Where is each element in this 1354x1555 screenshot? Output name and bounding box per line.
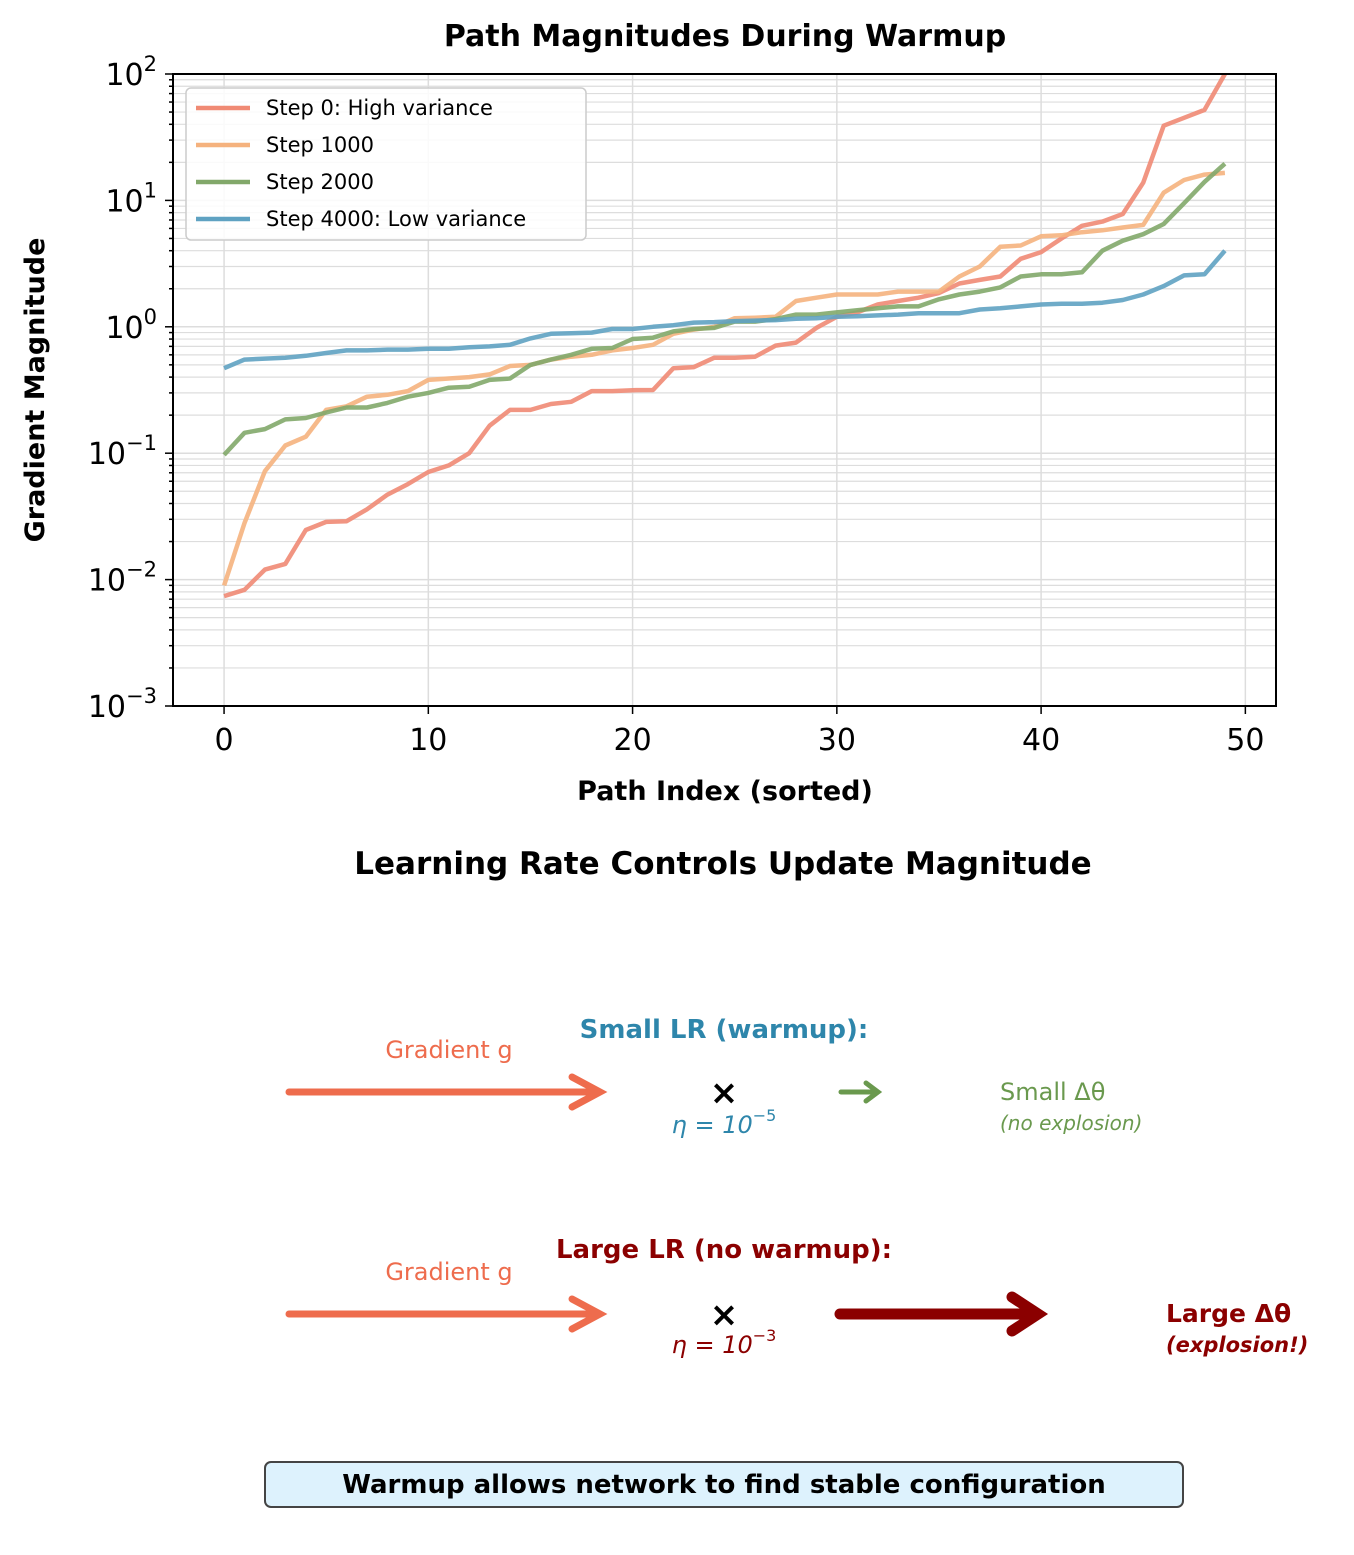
eta-small-exp: −5	[753, 1106, 777, 1125]
legend-label: Step 1000	[266, 133, 374, 157]
series-lines	[221, 74, 1227, 599]
y-tick-base: 10	[105, 311, 143, 346]
large-lr-heading: Large LR (no warmup):	[556, 1235, 892, 1265]
chart-title: Path Magnitudes During Warmup	[444, 19, 1006, 54]
legend-label: Step 4000: Low variance	[266, 207, 526, 231]
x-tick-label: 40	[1022, 723, 1060, 758]
y-tick-exponent: 2	[144, 52, 157, 76]
y-tick-label: 101	[105, 178, 157, 219]
small-delta-theta: Small Δθ	[1000, 1078, 1105, 1106]
large-delta-theta: Large Δθ	[1166, 1299, 1291, 1328]
eta-small-prefix: η = 10	[672, 1111, 753, 1139]
footer-text: Warmup allows network to find stable con…	[342, 1470, 1105, 1500]
y-tick-exponent: −2	[126, 558, 157, 582]
multiply-icon: ×	[710, 1295, 739, 1335]
y-tick-label: 10−3	[88, 684, 157, 725]
plot-frame	[172, 73, 1277, 707]
y-tick-exponent: 1	[144, 178, 157, 202]
gradient-label: Gradient g	[385, 1036, 512, 1064]
legend-box	[185, 87, 587, 241]
gradient-label-2: Gradient g	[385, 1258, 512, 1286]
small-lr-row: Small LR (warmup): Gradient g × η = 10−5…	[285, 1015, 1142, 1139]
large-note: (explosion!)	[1166, 1333, 1308, 1357]
legend: Step 0: High variance Step 1000 Step 2000 S…	[185, 87, 587, 241]
x-tick-label: 0	[215, 723, 234, 758]
y-axis-label: Gradient Magnitude	[20, 238, 51, 543]
footer-box	[264, 1461, 1184, 1508]
eta-large-prefix: η = 10	[672, 1331, 753, 1359]
small-lr-heading: Small LR (warmup):	[580, 1015, 869, 1045]
legend-label: Step 2000	[266, 170, 374, 194]
x-axis-label: Path Index (sorted)	[577, 776, 873, 807]
y-tick-base: 10	[105, 184, 143, 219]
gridlines	[173, 74, 1276, 707]
y-tick-base: 10	[88, 690, 126, 725]
y-tick-base: 10	[88, 437, 126, 472]
y-tick-exponent: −1	[126, 431, 157, 455]
x-tick-label: 50	[1226, 723, 1264, 758]
x-tick-label: 10	[409, 723, 447, 758]
y-tick-base: 10	[105, 58, 143, 93]
series-line-0	[223, 74, 1227, 599]
y-tick-label: 100	[105, 305, 157, 346]
small-note: (no explosion)	[1000, 1111, 1142, 1135]
y-tick-label: 102	[105, 52, 157, 93]
legend-label: Step 0: High variance	[266, 96, 493, 120]
diagram-title: Learning Rate Controls Update Magnitude	[354, 846, 1091, 882]
y-tick-exponent: 0	[144, 305, 157, 329]
x-tick-label: 20	[613, 723, 651, 758]
small-update-arrow-icon	[838, 1080, 883, 1104]
x-tick-label: 30	[818, 723, 856, 758]
series-line-3	[223, 249, 1227, 371]
large-update-arrow-icon	[834, 1291, 1049, 1337]
eta-large: η = 10−3	[672, 1326, 777, 1359]
series-line-2	[222, 162, 1227, 457]
multiply-icon: ×	[710, 1073, 739, 1113]
large-lr-row: Large LR (no warmup): Gradient g × η = 1…	[285, 1235, 1308, 1359]
y-tick-label: 10−2	[88, 558, 157, 599]
y-tick-exponent: −3	[126, 684, 157, 708]
y-tick-base: 10	[88, 564, 126, 599]
y-tick-label: 10−1	[88, 431, 157, 472]
gradient-arrow-icon	[285, 1073, 608, 1111]
eta-large-exp: −3	[753, 1326, 777, 1345]
eta-small: η = 10−5	[672, 1106, 777, 1139]
gradient-arrow-icon	[285, 1295, 608, 1333]
